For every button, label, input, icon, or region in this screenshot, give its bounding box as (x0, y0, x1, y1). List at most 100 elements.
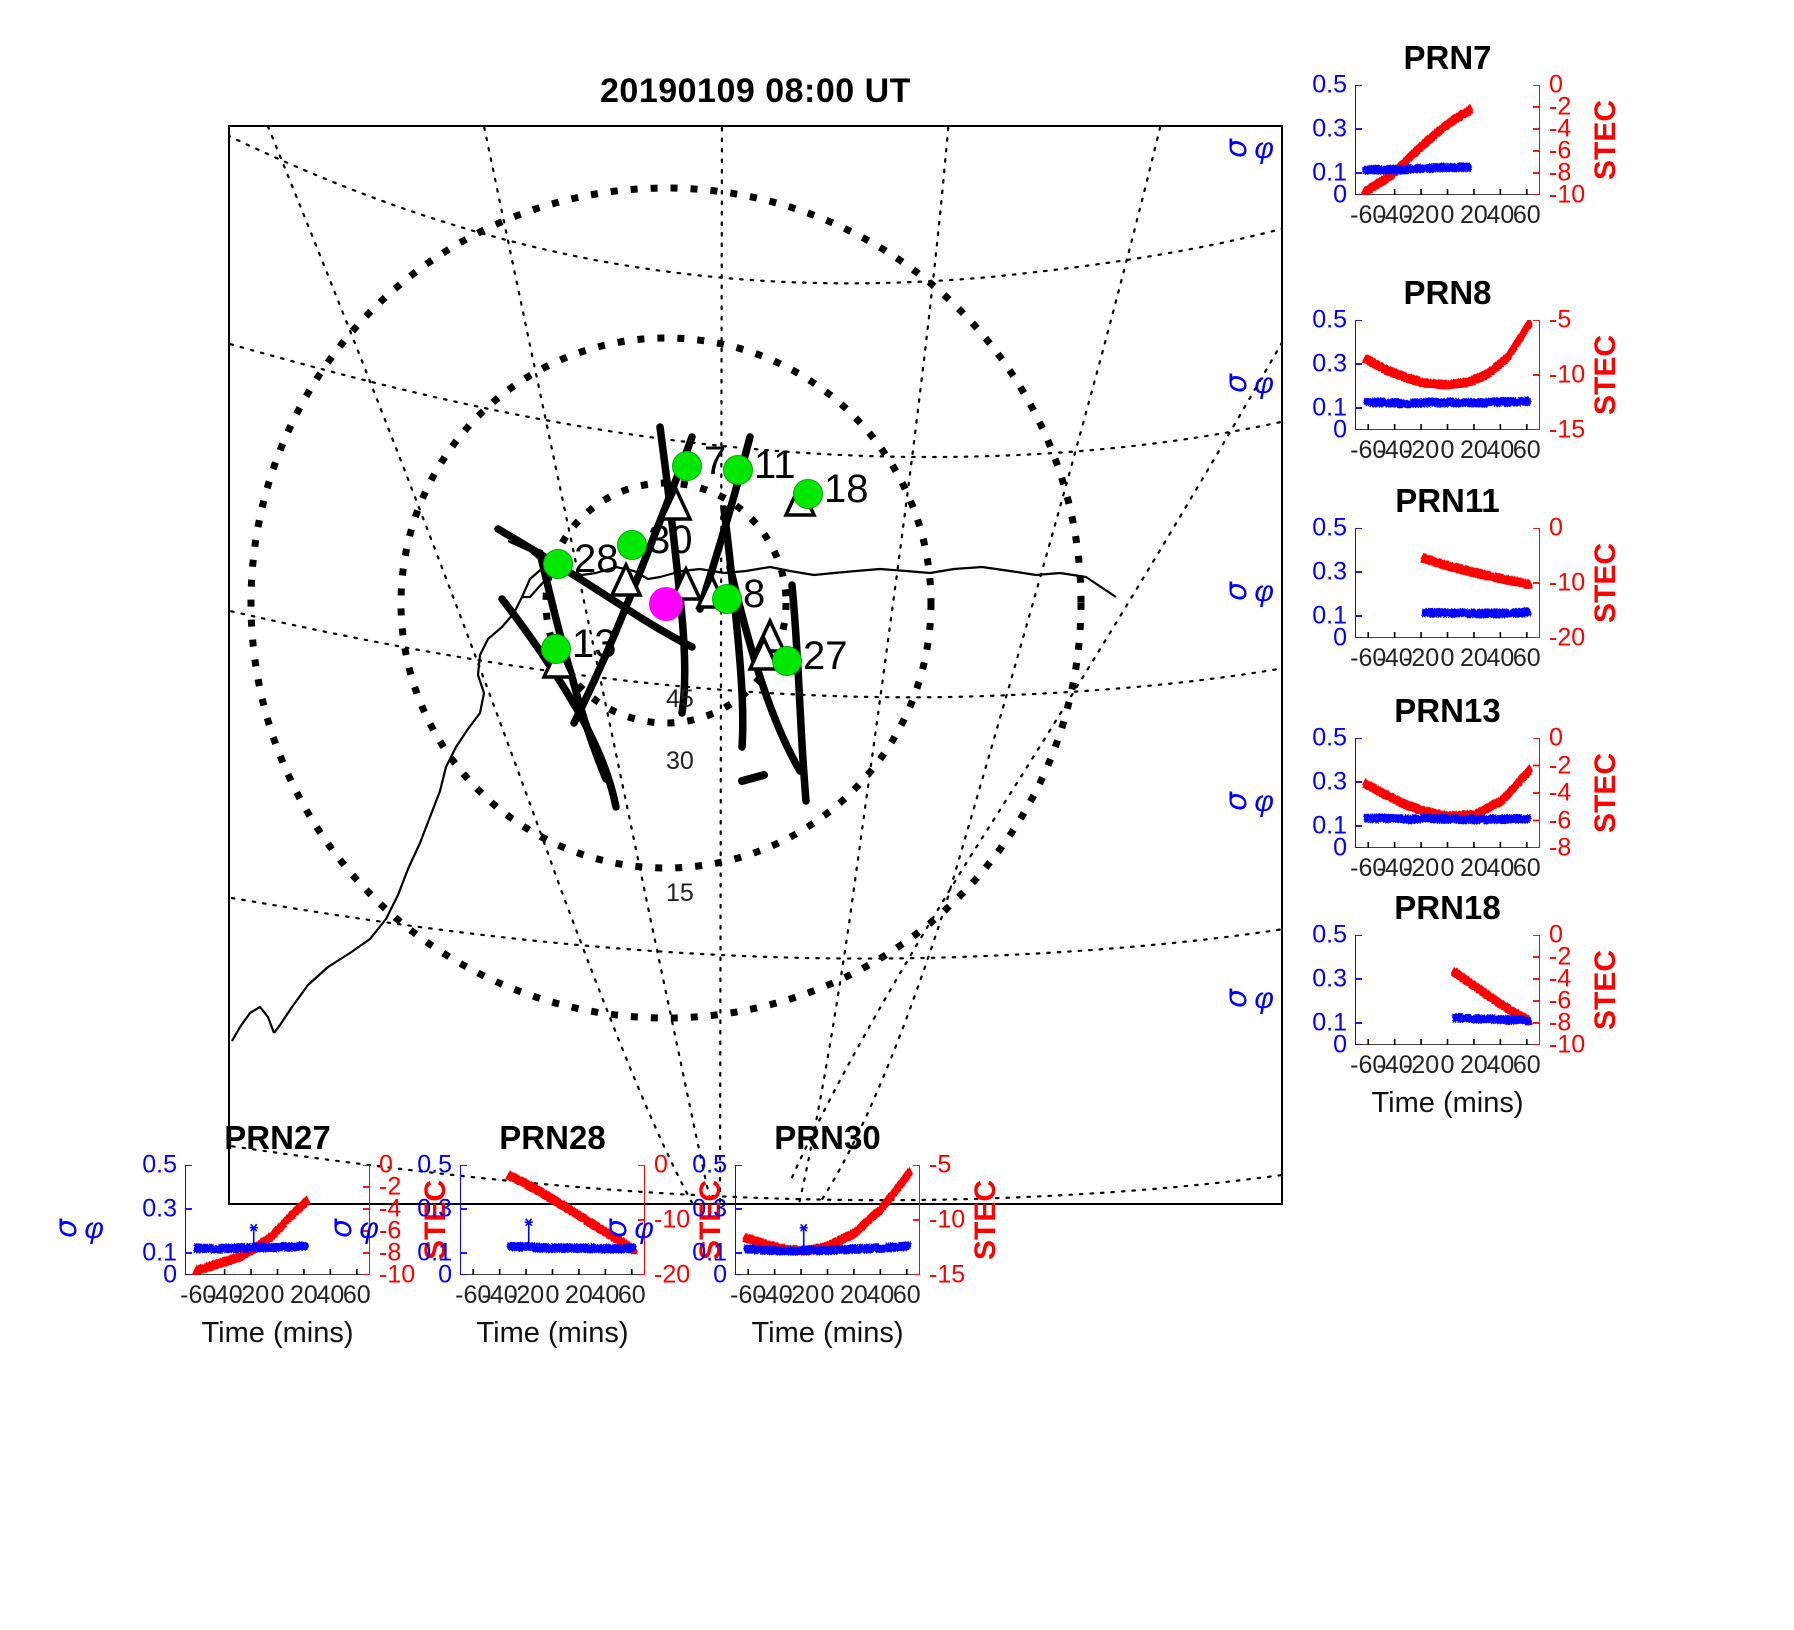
x-tick: 60 (342, 1281, 371, 1309)
x-tick: 60 (892, 1281, 921, 1309)
sigma-symbol: σ (1219, 989, 1255, 1009)
x-tick: 0 (1440, 436, 1455, 464)
y-tick-left: 0.5 (1312, 513, 1347, 542)
x-tick: 40 (591, 1281, 620, 1309)
y-tick-right: -20 (654, 1260, 691, 1289)
x-tick: -20 (232, 1281, 270, 1309)
x-tick: 40 (316, 1281, 345, 1309)
x-tick: -60 (180, 1281, 217, 1309)
x-tick: 40 (1486, 201, 1515, 229)
y-tick-left: 0 (163, 1260, 177, 1289)
y-tick-left: 0.1 (1312, 393, 1347, 422)
x-tick: -20 (1402, 436, 1440, 464)
satellite-marker-11[interactable] (723, 455, 753, 485)
sigma-phi-series (1363, 813, 1532, 825)
station-marker (649, 587, 683, 621)
panel-prn7[interactable]: PRN7 0 0.1 0.3 0.5 0 -2 -4 -6 -8 -10 -60 -40 -20 0 20 40… (1219, 39, 1622, 229)
y-tick-right: -10 (1549, 180, 1586, 209)
stec-series (1420, 552, 1533, 589)
y-tick-right: -5 (929, 1150, 952, 1179)
y-axis-label-sigma-phi: σ φ (1219, 131, 1274, 166)
x-tick: 40 (1486, 644, 1515, 672)
panel-prn11[interactable]: PRN11 0 0.1 0.3 0.5 0 -10 -20 -60 -40 -20 0 20 40 60 σ … (1219, 482, 1622, 672)
satellite-marker-8[interactable] (712, 584, 742, 614)
panel-prn28[interactable]: PRN28 0 0.1 0.3 0.5 0 -10 -20 -60 -40 -20 0 20 40 60 σ … (324, 1119, 727, 1349)
y-axis-label-sigma-phi: σ φ (1219, 574, 1274, 609)
y-axis-label-stec: STEC (1589, 542, 1622, 624)
satellite-label-11: 11 (754, 443, 796, 487)
x-tick: -40 (1376, 644, 1413, 672)
panel-prn13[interactable]: PRN13 0 0.1 0.3 0.5 0 -2 -4 -6 -8 -60 -40 -20 0 20 40 60… (1219, 692, 1622, 882)
skyplot-panel[interactable]: 45 30 15 7 11 18 30 28 8 13 27 (228, 125, 1283, 1205)
y-tick-left: 0.3 (1312, 557, 1347, 586)
x-tick: 40 (866, 1281, 895, 1309)
y-tick-left: 0.5 (1312, 920, 1347, 949)
y-tick-left: 0.3 (1312, 767, 1347, 796)
y-tick-right: -10 (379, 1260, 416, 1289)
phi-symbol: φ (1246, 575, 1274, 609)
x-tick: 60 (1512, 1051, 1541, 1079)
skyplot-graphics (230, 127, 1281, 1203)
x-tick: 40 (1486, 1051, 1515, 1079)
stec-series (192, 1195, 311, 1275)
x-tick: 20 (840, 1281, 868, 1309)
y-tick-right: 0 (654, 1150, 668, 1179)
y-axis-label-sigma-phi: σ φ (599, 1211, 654, 1246)
sigma-symbol: σ (599, 1219, 635, 1239)
satellite-marker-28[interactable] (543, 549, 573, 579)
y-tick-right: -10 (1549, 568, 1586, 597)
satellite-marker-30[interactable] (617, 530, 647, 560)
stec-series (1360, 103, 1474, 195)
y-tick-right: -2 (379, 1172, 402, 1201)
y-tick-right: -6 (379, 1216, 402, 1245)
y-tick-left: 0.1 (1312, 158, 1347, 187)
y-tick-left: 0 (713, 1260, 727, 1289)
plot-area (735, 1165, 920, 1275)
y-tick-right: -4 (1549, 778, 1572, 807)
satellite-marker-7[interactable] (672, 451, 702, 481)
y-axis-label-sigma-phi: σ φ (1219, 366, 1274, 401)
y-tick-left: 0.3 (142, 1194, 177, 1223)
phi-symbol: φ (1246, 785, 1274, 819)
satellite-label-13: 13 (572, 622, 617, 666)
x-tick: -20 (1402, 854, 1440, 882)
x-tick: 0 (1440, 644, 1455, 672)
x-tick: -20 (507, 1281, 545, 1309)
x-tick: 0 (820, 1281, 835, 1309)
y-tick-right: -8 (1549, 1008, 1572, 1037)
y-tick-left: 0.3 (417, 1194, 452, 1223)
x-tick: -40 (756, 1281, 793, 1309)
sigma-phi-series (1361, 162, 1473, 176)
sigma-symbol: σ (1219, 139, 1255, 159)
y-tick-right: -15 (1549, 415, 1586, 444)
sigma-phi-series (1451, 1012, 1532, 1026)
panel-prn8[interactable]: PRN8 0 0.1 0.3 0.5 -5 -10 -15 -60 -40 -20 0 20 40 60 σ … (1219, 274, 1622, 464)
x-tick: 20 (565, 1281, 593, 1309)
plot-area (1355, 935, 1540, 1045)
panel-prn27[interactable]: PRN27 0 0.1 0.3 0.5 0 -2 -4 -6 -8 -10 -60 -40 -20 0 20 4… (49, 1119, 452, 1349)
y-tick-right: 0 (1549, 920, 1563, 949)
x-tick: 20 (1460, 644, 1488, 672)
panel-title: PRN18 (1394, 889, 1501, 926)
sigma-symbol: σ (1219, 582, 1255, 602)
panel-prn30[interactable]: PRN30 0 0.1 0.3 0.5 -5 -10 -15 -60 -40 -20 0 20 40 60 σ… (599, 1119, 1002, 1349)
x-tick: 20 (290, 1281, 318, 1309)
phi-symbol: φ (626, 1212, 654, 1246)
stec-series (1362, 764, 1533, 821)
satellite-marker-18[interactable] (793, 479, 823, 509)
x-tick: 0 (270, 1281, 285, 1309)
x-tick: -40 (1376, 201, 1413, 229)
panel-title: PRN7 (1403, 39, 1492, 76)
panel-title: PRN8 (1403, 274, 1492, 311)
sigma-symbol: σ (324, 1219, 360, 1239)
x-tick: 20 (1460, 436, 1488, 464)
sigma-phi-series (1421, 607, 1532, 619)
panel-prn18[interactable]: PRN18 0 0.1 0.3 0.5 0 -2 -4 -6 -8 -10 -60 -40 -20 0 20 4… (1219, 889, 1622, 1119)
satellite-marker-27[interactable] (772, 646, 802, 676)
y-tick-right: -4 (1549, 964, 1572, 993)
phi-symbol: φ (1246, 982, 1274, 1016)
x-axis-label: Time (mins) (751, 1317, 904, 1349)
satellite-marker-13[interactable] (541, 634, 571, 664)
y-tick-left: 0.5 (1312, 305, 1347, 334)
y-axis-label-sigma-phi: σ φ (49, 1211, 104, 1246)
